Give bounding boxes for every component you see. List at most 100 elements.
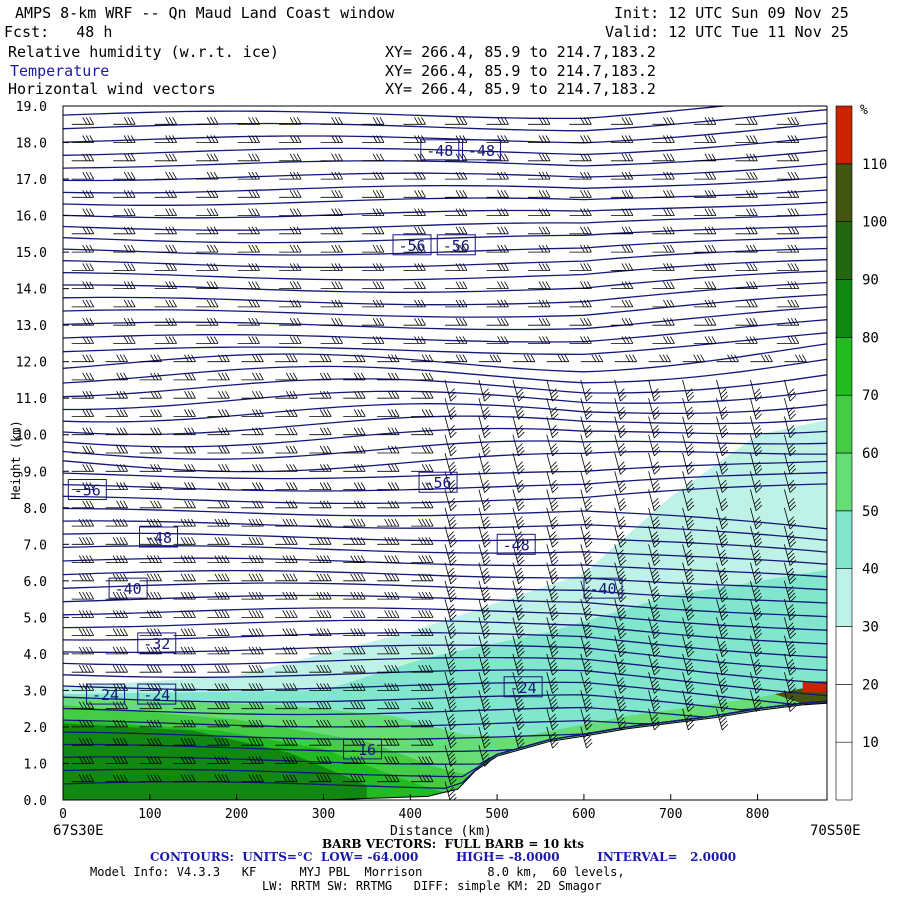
wind-barb-645 [486, 190, 509, 198]
wind-barb-370 [444, 452, 457, 475]
wind-barb-109 [546, 672, 559, 694]
colorbar-segment-1 [835, 684, 853, 743]
wind-barb-11 [444, 781, 457, 800]
wind-barb-263 [546, 544, 559, 566]
wind-barb-96 [105, 665, 128, 673]
wind-barb-177 [614, 617, 627, 639]
wind-barb-448 [105, 372, 128, 381]
wind-barb-708 [113, 117, 136, 125]
wind-barb-443 [682, 398, 695, 420]
wind-barb-546 [113, 281, 136, 290]
x-tick-label-2: 200 [225, 807, 248, 822]
colorbar-label-7: 80 [862, 330, 879, 346]
wind-barb-66 [512, 708, 525, 731]
wind-barb-190 [309, 591, 332, 600]
valid-time: Valid: 12 UTC Tue 11 Nov 25 [605, 23, 849, 41]
wind-barb-281 [411, 518, 434, 527]
wind-barb-530 [196, 299, 219, 308]
wind-barb-230 [173, 555, 196, 563]
wind-barb-712 [279, 117, 302, 125]
wind-barb-8 [343, 774, 366, 783]
contour-label-5: -56 [425, 474, 452, 492]
wind-barb-447 [71, 372, 95, 381]
wind-barb-321 [275, 482, 298, 490]
contour-line-51 [63, 136, 827, 156]
wind-barb-154 [580, 635, 593, 658]
wind-barb-9 [377, 774, 400, 783]
wind-barb-41 [207, 719, 230, 728]
wind-barb-452 [241, 372, 264, 381]
wind-barb-501 [486, 336, 509, 344]
wind-barb-143 [207, 628, 230, 636]
contour-label-3: -56 [443, 237, 470, 255]
colorbar-segment-0 [835, 741, 853, 801]
x-tick-label-6: 600 [572, 807, 595, 822]
wind-barb-435 [411, 391, 434, 399]
wind-barb-130 [512, 653, 525, 676]
wind-barb-629 [569, 208, 592, 217]
wind-barb-542 [693, 299, 717, 308]
wind-barb-360 [105, 445, 128, 454]
left-endpoint: 67S30E [53, 823, 104, 839]
wind-barb-375 [614, 452, 627, 475]
wind-barb-60 [309, 701, 332, 710]
wind-barb-142 [173, 628, 196, 636]
wind-barb-147 [343, 628, 366, 636]
wind-barb-231 [207, 555, 230, 563]
wind-barb-272 [105, 518, 128, 527]
contour-line-31 [63, 389, 827, 411]
wind-barb-116 [784, 672, 797, 694]
wind-barb-425 [71, 391, 95, 399]
wind-barb-90 [648, 690, 661, 712]
wind-barb-248 [784, 562, 797, 585]
wind-barb-179 [682, 617, 695, 639]
wind-barb-250 [105, 537, 128, 545]
wind-barb-657 [237, 171, 260, 180]
wind-barb-283 [478, 525, 491, 548]
wind-barb-337 [71, 464, 95, 472]
wind-barb-494 [196, 336, 219, 344]
wind-barb-24 [71, 738, 95, 746]
wind-barb-490 [784, 354, 807, 363]
wind-barb-470 [105, 354, 128, 363]
wind-barb-214 [377, 573, 400, 582]
wind-barb-302 [377, 500, 400, 509]
wind-barb-223 [682, 580, 695, 603]
wind-barb-340 [173, 464, 196, 472]
wind-barb-588 [362, 244, 385, 253]
wind-barb-156 [648, 635, 661, 658]
wind-barb-30 [275, 738, 298, 746]
wind-barb-235 [343, 555, 366, 563]
wind-barb-172 [444, 617, 457, 639]
wind-barb-563 [71, 263, 95, 271]
wind-barb-352 [580, 471, 593, 493]
wind-barb-307 [546, 507, 559, 530]
wind-barb-182 [784, 617, 797, 639]
wind-barb-135 [682, 653, 695, 676]
wind-barb-111 [614, 672, 627, 694]
wind-barb-571 [403, 263, 426, 271]
wind-barb-398 [648, 434, 661, 457]
wind-barb-589 [403, 244, 426, 253]
wind-barb-348 [444, 471, 457, 493]
wind-barb-418 [580, 416, 593, 439]
y-tick-label-11: 11.0 [16, 392, 47, 407]
wind-barb-591 [486, 244, 509, 253]
wind-barb-259 [411, 537, 434, 545]
wind-barb-161 [71, 610, 95, 618]
wind-barb-198 [580, 598, 593, 621]
wind-barb-403 [71, 409, 95, 417]
wind-barb-408 [241, 409, 264, 417]
wind-barb-31 [309, 738, 332, 746]
wind-barb-415 [478, 416, 491, 439]
colorbar: 10 20 30 40 50 60 70 80 90 100 110% [835, 103, 887, 801]
colorbar-segment-4 [835, 510, 853, 569]
wind-barb-234 [309, 555, 332, 563]
wind-barb-459 [478, 379, 491, 402]
wind-barb-496 [279, 336, 302, 344]
wind-barb-300 [309, 500, 332, 509]
wind-barb-275 [207, 518, 230, 527]
wind-barb-328 [512, 489, 525, 512]
wind-barb-483 [546, 354, 570, 363]
wind-barb-511 [154, 318, 177, 326]
